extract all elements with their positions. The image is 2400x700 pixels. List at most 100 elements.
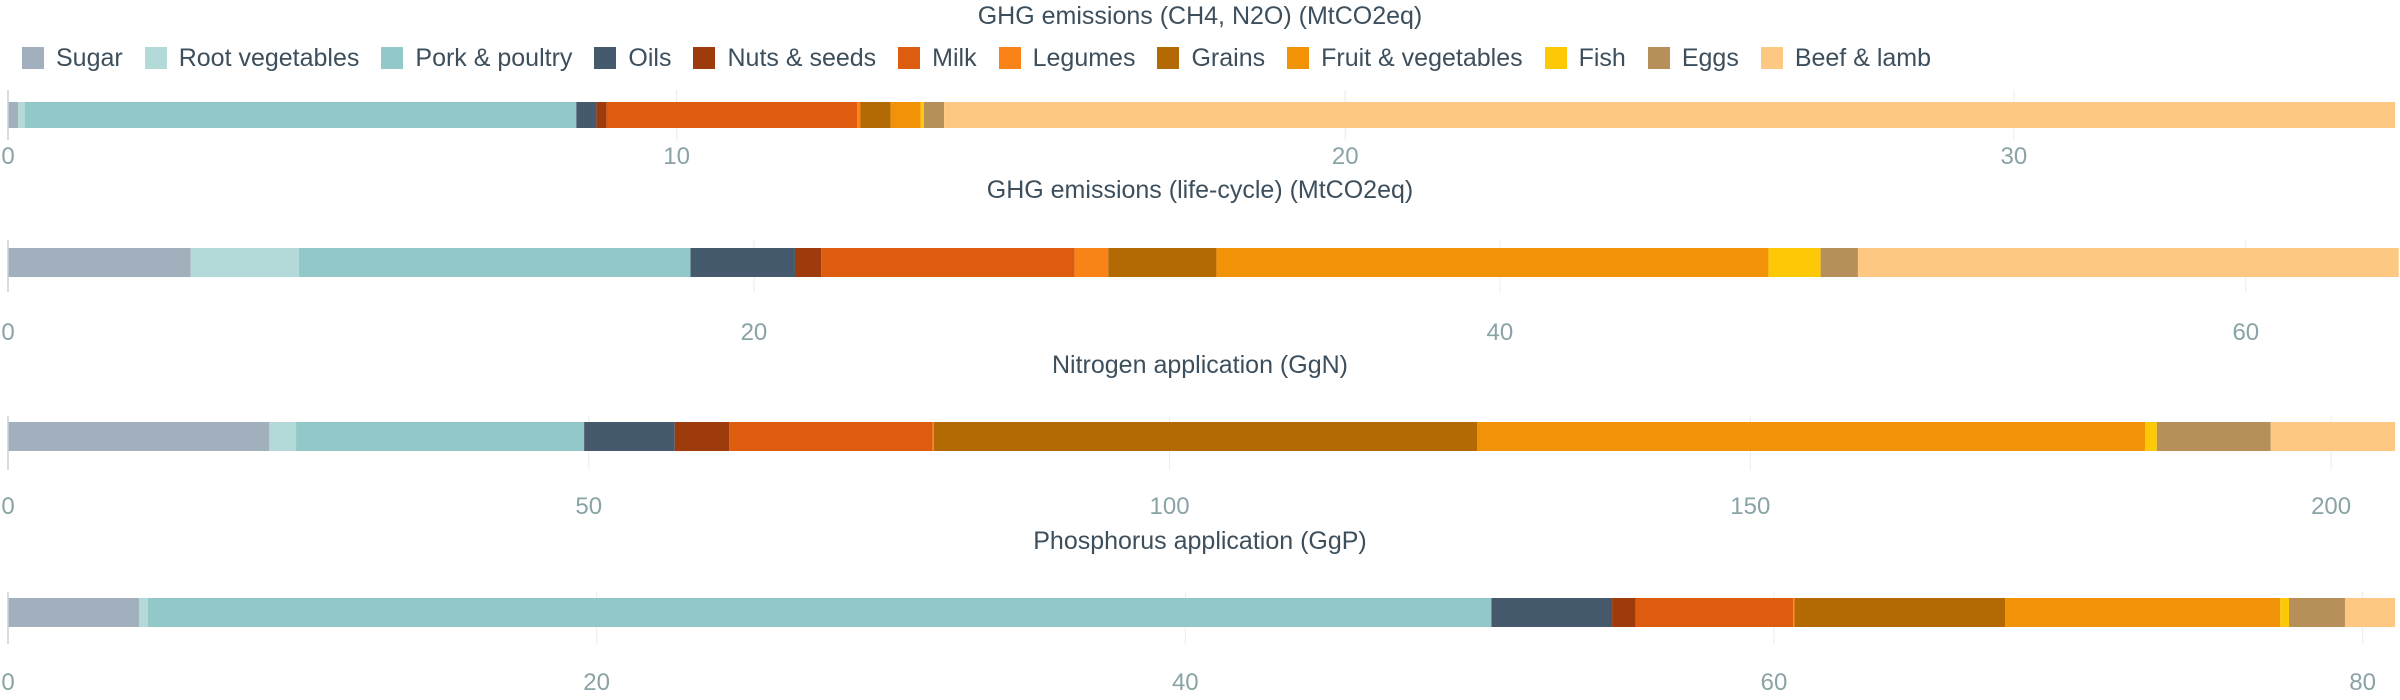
bar-segment-sugar[interactable]: [8, 422, 270, 451]
bar-segment-sugar[interactable]: [8, 102, 19, 128]
tick-label: 200: [2311, 493, 2351, 520]
bar-segment-nuts-and-seeds[interactable]: [794, 248, 822, 277]
legend-item-oils[interactable]: Oils: [594, 44, 671, 73]
legend-item-root-vegetables[interactable]: Root vegetables: [144, 44, 359, 73]
bar-segment-fruit-and-vegetables[interactable]: [1477, 422, 2146, 451]
legend-label: Sugar: [56, 43, 123, 72]
tick-label: 40: [1172, 669, 1199, 696]
bar-segment-sugar[interactable]: [8, 248, 191, 277]
bar-segment-sugar[interactable]: [8, 598, 139, 627]
bar-segment-legumes[interactable]: [1793, 598, 1795, 627]
bar-segment-grains[interactable]: [1108, 248, 1217, 277]
bar-segment-milk[interactable]: [821, 248, 1075, 277]
bar-segment-beef-and-lamb[interactable]: [944, 102, 2396, 128]
legend-label: Fruit & vegetables: [1321, 43, 1523, 72]
bar-segment-oils[interactable]: [1491, 598, 1613, 627]
bar-segment-fruit-and-vegetables[interactable]: [1216, 248, 1769, 277]
legend-item-milk[interactable]: Milk: [898, 43, 977, 73]
bar-segment-milk[interactable]: [606, 102, 858, 128]
bar-segment-grains[interactable]: [1794, 598, 2006, 627]
chart-title: Nitrogen application (GgN): [1052, 351, 1348, 379]
bar-segment-eggs[interactable]: [2156, 422, 2271, 451]
legend-item-beef-and-lamb[interactable]: Beef & lamb: [1760, 44, 1931, 73]
tick-label: 80: [2349, 669, 2376, 696]
bar-segment-legumes[interactable]: [857, 102, 861, 128]
bar-segment-legumes[interactable]: [932, 422, 934, 451]
bar-segment-oils[interactable]: [584, 422, 675, 451]
bar-segment-pork-and-poultry[interactable]: [296, 422, 585, 451]
bar-segment-nuts-and-seeds[interactable]: [674, 422, 730, 451]
bar-segment-eggs[interactable]: [2289, 598, 2345, 627]
chart-title: Phosphorus application (GgP): [1033, 527, 1367, 555]
bar-segment-eggs[interactable]: [1820, 248, 1858, 277]
bar-segment-root-vegetables[interactable]: [269, 422, 297, 451]
legend-label: Fish: [1578, 43, 1626, 72]
tick-label: 0: [1, 143, 14, 170]
bar-segment-pork-and-poultry[interactable]: [24, 102, 577, 128]
legend-swatch: [1287, 47, 1310, 69]
bar-segment-root-vegetables[interactable]: [190, 248, 299, 277]
bar-segment-oils[interactable]: [576, 102, 597, 128]
tick-label: 150: [1730, 493, 1770, 520]
bar-segment-pork-and-poultry[interactable]: [147, 598, 1492, 627]
legend-swatch: [144, 47, 167, 69]
bar-segment-nuts-and-seeds[interactable]: [596, 102, 607, 128]
bar-segment-grains[interactable]: [933, 422, 1478, 451]
tick-label: 0: [1, 493, 14, 520]
legend-item-sugar[interactable]: Sugar: [22, 44, 123, 73]
chart-panel-2: GHG emissions (life-cycle) (MtCO2eq) 0 20 4…: [1, 176, 2399, 346]
bar-segment-eggs[interactable]: [924, 102, 945, 128]
legend-swatch: [693, 47, 716, 69]
tick-label: 10: [663, 143, 690, 170]
bar-segment-milk[interactable]: [729, 422, 933, 451]
chart-panel-4: Phosphorus application (GgP) 0 20 40 60 80: [1, 527, 2395, 696]
legend-label: Pork & poultry: [415, 43, 573, 72]
legend-label: Eggs: [1681, 43, 1739, 72]
tick-label: 60: [1761, 669, 1788, 696]
legend-swatch: [1647, 47, 1670, 69]
legend-item-grains[interactable]: Grains: [1157, 44, 1265, 73]
tick-label: 0: [1, 319, 14, 346]
tick-label: 60: [2232, 319, 2259, 346]
bar-segment-milk[interactable]: [1635, 598, 1794, 627]
bar-segment-fish[interactable]: [2280, 598, 2290, 627]
bar-segment-fish[interactable]: [920, 102, 925, 128]
legend-swatch: [998, 47, 1021, 69]
bar-segment-fruit-and-vegetables[interactable]: [890, 102, 921, 128]
legend-item-eggs[interactable]: Eggs: [1647, 43, 1739, 73]
bar-segment-grains[interactable]: [860, 102, 891, 128]
legend-label: Legumes: [1032, 43, 1136, 72]
bar-segment-beef-and-lamb[interactable]: [1857, 248, 2399, 277]
bar-segment-fish[interactable]: [1768, 248, 1821, 277]
chart-title: GHG emissions (life-cycle) (MtCO2eq): [987, 176, 1413, 204]
bar-segment-oils[interactable]: [690, 248, 795, 277]
bar-segment-beef-and-lamb[interactable]: [2344, 598, 2395, 627]
legend-label: Milk: [932, 43, 977, 72]
bar-segment-root-vegetables[interactable]: [138, 598, 148, 627]
bar-segment-fish[interactable]: [2145, 422, 2157, 451]
legend-swatch: [898, 47, 921, 69]
legend-item-pork-and-poultry[interactable]: Pork & poultry: [381, 44, 572, 73]
legend-swatch: [594, 47, 617, 69]
legend-item-legumes[interactable]: Legumes: [998, 43, 1136, 73]
chart-panel-1: GHG emissions (CH4, N2O) (MtCO2eq) 0 10 20 3…: [1, 2, 2396, 170]
tick-label: 20: [583, 669, 610, 696]
bar-segment-root-vegetables[interactable]: [18, 102, 25, 128]
legend-item-fish[interactable]: Fish: [1544, 43, 1626, 73]
bar-segment-legumes[interactable]: [1074, 248, 1109, 277]
legend-item-nuts-and-seeds[interactable]: Nuts & seeds: [693, 44, 876, 73]
bar-segment-beef-and-lamb[interactable]: [2270, 422, 2395, 451]
legend-label: Oils: [628, 43, 672, 72]
chart-panel-3: Nitrogen application (GgN) 0 50 100 150 200: [1, 351, 2395, 520]
bar-segment-fruit-and-vegetables[interactable]: [2005, 598, 2281, 627]
bar-segment-pork-and-poultry[interactable]: [298, 248, 691, 277]
legend-label: Nuts & seeds: [727, 43, 877, 72]
legend-item-fruit-and-vegetables[interactable]: Fruit & vegetables: [1287, 44, 1523, 73]
legend: Sugar Root vegetables Pork & poultry Oils Nu…: [22, 40, 1953, 76]
chart-title: GHG emissions (CH4, N2O) (MtCO2eq): [978, 2, 1423, 30]
bar-segment-nuts-and-seeds[interactable]: [1612, 598, 1636, 627]
tick-label: 0: [1, 669, 14, 696]
tick-label: 100: [1150, 493, 1190, 520]
